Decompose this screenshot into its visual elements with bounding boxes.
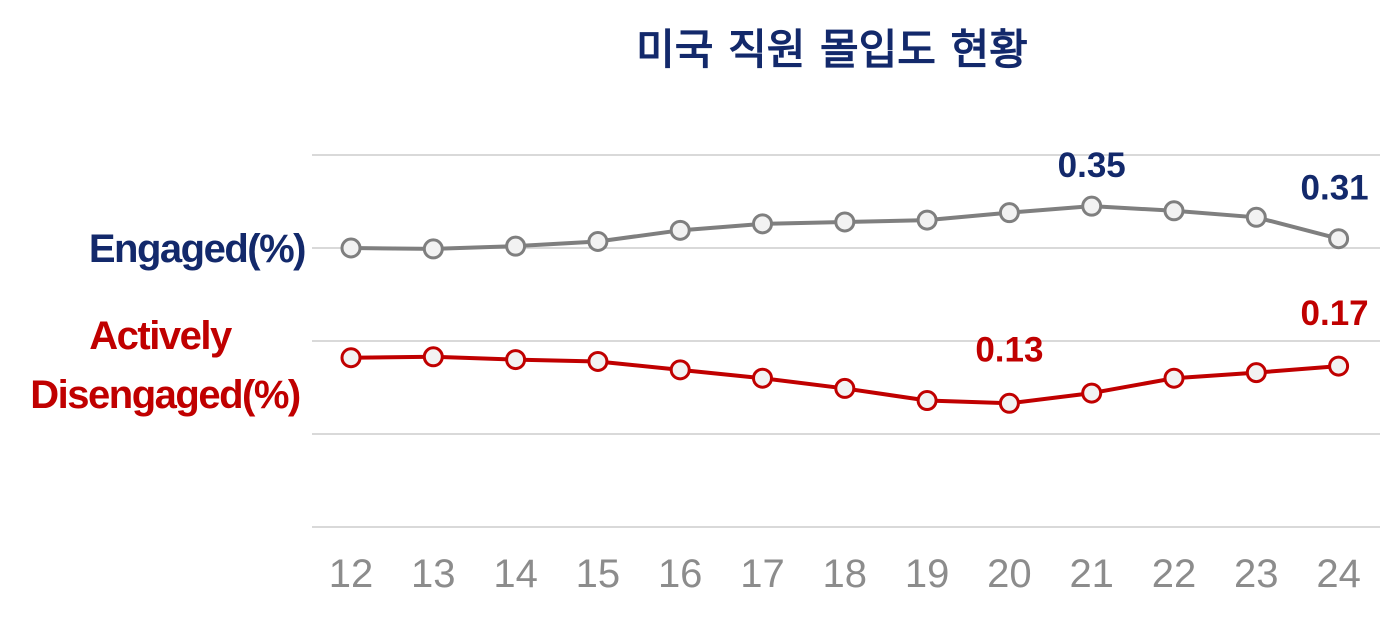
point-disengaged-12 xyxy=(340,347,362,369)
series-label-disengaged-line1: Actively xyxy=(89,314,233,358)
x-tick-label: 17 xyxy=(740,552,785,596)
point-engaged-17 xyxy=(752,213,773,235)
x-tick-label: 22 xyxy=(1152,552,1197,596)
x-tick-label: 15 xyxy=(576,552,621,596)
point-engaged-15 xyxy=(587,230,609,252)
series-label-engaged: Engaged(%) xyxy=(89,227,305,271)
point-engaged-18 xyxy=(834,211,856,233)
point-engaged-20 xyxy=(998,202,1020,224)
point-engaged-21 xyxy=(1081,195,1103,217)
gridlines xyxy=(312,154,1380,528)
point-engaged-14 xyxy=(505,235,527,257)
point-disengaged-13 xyxy=(422,346,444,368)
x-tick-label: 12 xyxy=(329,552,374,596)
x-tick-label: 24 xyxy=(1316,552,1361,596)
x-tick-label: 18 xyxy=(823,552,868,596)
data-label: 0.17 xyxy=(1301,294,1369,333)
point-disengaged-19 xyxy=(916,390,938,412)
point-engaged-13 xyxy=(422,238,444,260)
series-label-disengaged-line2: Disengaged(%) xyxy=(30,373,300,417)
point-disengaged-24 xyxy=(1328,355,1350,377)
point-engaged-16 xyxy=(669,219,691,241)
point-engaged-23 xyxy=(1245,206,1267,228)
data-label: 0.31 xyxy=(1301,169,1369,208)
data-label: 0.13 xyxy=(975,330,1043,369)
point-disengaged-23 xyxy=(1245,362,1267,384)
chart-title: 미국 직원 몰입도 현황 xyxy=(636,25,1028,74)
point-disengaged-16 xyxy=(669,359,691,381)
x-tick-label: 21 xyxy=(1069,552,1114,596)
point-disengaged-15 xyxy=(587,350,609,372)
series-lines xyxy=(340,195,1350,414)
point-disengaged-14 xyxy=(505,349,527,371)
point-engaged-22 xyxy=(1163,200,1185,222)
x-tick-label: 23 xyxy=(1234,552,1279,596)
x-axis-ticks: 12 13 14 15 16 17 18 19 20 21 22 23 24 xyxy=(329,552,1361,596)
data-labels: 0.35 0.31 0.13 0.17 xyxy=(975,146,1368,369)
point-disengaged-17 xyxy=(752,367,773,389)
point-disengaged-21 xyxy=(1081,382,1103,404)
point-engaged-24 xyxy=(1328,228,1350,250)
x-tick-label: 14 xyxy=(493,552,538,596)
series-engaged xyxy=(340,195,1350,260)
point-disengaged-22 xyxy=(1163,367,1185,389)
x-tick-label: 20 xyxy=(987,552,1032,596)
x-tick-label: 16 xyxy=(658,552,703,596)
x-tick-label: 19 xyxy=(905,552,950,596)
data-label: 0.35 xyxy=(1058,146,1126,185)
point-engaged-19 xyxy=(916,209,938,231)
point-disengaged-18 xyxy=(834,377,856,399)
series-disengaged xyxy=(340,346,1350,414)
point-engaged-12 xyxy=(340,237,362,259)
x-tick-label: 13 xyxy=(411,552,456,596)
point-disengaged-20 xyxy=(998,392,1020,414)
